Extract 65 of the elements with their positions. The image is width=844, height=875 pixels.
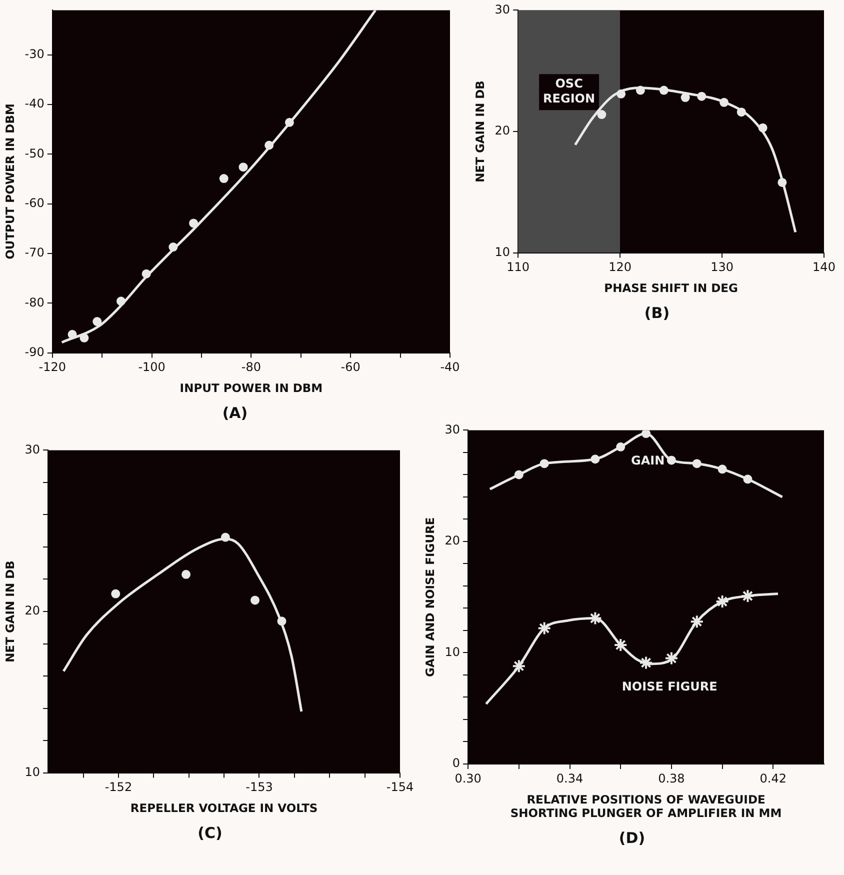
y-axis-title: NET GAIN IN DB bbox=[2, 560, 17, 662]
x-tick-label: 0.38 bbox=[658, 771, 685, 786]
y-tick-label: 30 bbox=[444, 422, 460, 436]
y-tick-label: -30 bbox=[24, 47, 44, 62]
point bbox=[238, 162, 248, 172]
point bbox=[614, 638, 628, 652]
point bbox=[639, 656, 654, 670]
x-axis-title: INPUT POWER IN DBM bbox=[180, 381, 323, 396]
text: (D) bbox=[618, 829, 646, 847]
x-axis-title: REPELLER VOLTAGE IN VOLTS bbox=[130, 801, 318, 816]
point bbox=[597, 110, 606, 120]
x-tick-label: -80 bbox=[241, 360, 262, 374]
x-tick-label: 0.30 bbox=[454, 771, 482, 786]
point bbox=[92, 317, 102, 326]
x-tick-label: -154 bbox=[386, 780, 414, 794]
point bbox=[690, 614, 704, 629]
y-tick-label: 20 bbox=[444, 534, 460, 548]
x-tick-label: 140 bbox=[812, 260, 836, 274]
y-tick-label: -40 bbox=[24, 96, 44, 111]
x-tick-label: -120 bbox=[38, 360, 66, 374]
x-axis-title: RELATIVE POSITIONS OF WAVEGUIDE SHORTING PLUNGER OF AMPLIFIER IN MM bbox=[510, 792, 782, 820]
series-label: GAIN bbox=[631, 454, 665, 468]
y-tick-label: -60 bbox=[24, 196, 44, 210]
x-tick-label: -152 bbox=[104, 780, 132, 794]
text: (C) bbox=[196, 824, 224, 842]
point bbox=[740, 588, 755, 603]
point bbox=[219, 174, 228, 184]
y-axis-title: OUTPUT POWER IN DBM bbox=[2, 104, 17, 260]
y-axis-title: NET GAIN IN DB bbox=[472, 80, 487, 182]
line-series bbox=[60, 10, 377, 344]
x-tick-label: -100 bbox=[138, 360, 166, 374]
point bbox=[250, 596, 260, 605]
text: (A) bbox=[221, 404, 249, 422]
y-tick-label: -90 bbox=[24, 344, 44, 359]
y-tick-label: 10 bbox=[444, 644, 460, 659]
y-tick-label: -70 bbox=[24, 246, 44, 260]
point bbox=[111, 589, 120, 598]
text: (B) bbox=[643, 304, 671, 322]
point bbox=[588, 611, 602, 626]
x-tick-label: 0.42 bbox=[760, 771, 787, 786]
point bbox=[715, 594, 730, 609]
text: NOISE FIGURE bbox=[622, 680, 718, 694]
x-tick-label: 130 bbox=[710, 260, 734, 274]
y-tick-label: 30 bbox=[494, 2, 510, 16]
y-axis-title: GAIN AND NOISE FIGURE bbox=[422, 517, 437, 677]
y-tick-label: -50 bbox=[24, 146, 44, 160]
x-tick-label: 0.34 bbox=[556, 771, 584, 786]
y-tick-label: 20 bbox=[494, 124, 510, 138]
y-tick-label: -80 bbox=[24, 295, 44, 310]
band-label: OSC REGION bbox=[543, 76, 596, 106]
y-tick-label: 10 bbox=[24, 764, 40, 779]
point bbox=[182, 570, 191, 579]
x-axis-title: PHASE SHIFT IN DEG bbox=[604, 281, 738, 296]
x-tick-label: 120 bbox=[608, 260, 632, 274]
y-tick-label: 10 bbox=[494, 244, 510, 259]
y-tick-label: 20 bbox=[24, 604, 40, 618]
x-tick-label: -60 bbox=[340, 360, 360, 374]
x-tick-label: 110 bbox=[506, 260, 530, 274]
point bbox=[512, 659, 526, 674]
point bbox=[664, 651, 678, 666]
y-tick-label: 30 bbox=[24, 442, 40, 456]
y-tick-label: 0 bbox=[452, 756, 460, 770]
point bbox=[537, 621, 552, 636]
line-series bbox=[484, 592, 780, 706]
x-tick-label: -153 bbox=[246, 780, 273, 794]
